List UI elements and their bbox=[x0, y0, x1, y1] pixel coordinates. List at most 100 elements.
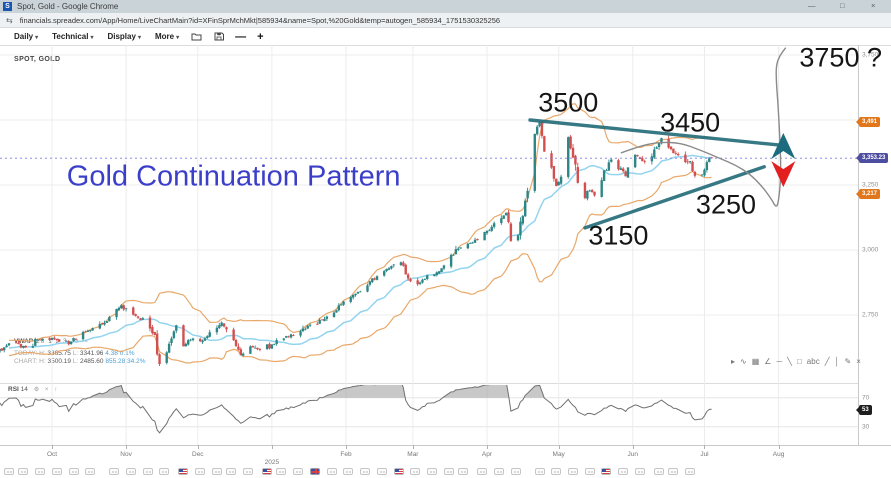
address-bar[interactable]: ⇆ financials.spreadex.com/App/Home/LiveC… bbox=[0, 13, 891, 28]
calendar-event-icon[interactable] bbox=[195, 468, 206, 475]
calendar-event-icon[interactable] bbox=[668, 468, 679, 475]
move-pane-up-icon[interactable]: ↑ bbox=[54, 387, 58, 393]
calendar-event-icon[interactable] bbox=[68, 468, 79, 475]
calendar-event-icon[interactable] bbox=[685, 468, 696, 475]
draw-tool-7[interactable]: abc bbox=[806, 357, 820, 366]
zoom-in-button[interactable]: + bbox=[257, 30, 264, 43]
price-badge: 3,491 bbox=[855, 117, 881, 128]
url-text[interactable]: financials.spreadex.com/App/Home/LiveCha… bbox=[19, 15, 501, 25]
us-flag-icon[interactable] bbox=[393, 468, 404, 475]
save-icon[interactable] bbox=[214, 32, 225, 41]
up-arrow bbox=[771, 133, 796, 159]
price-badge: 3,353.23 bbox=[855, 153, 889, 164]
close-button[interactable]: × bbox=[871, 1, 876, 10]
rsi-legend[interactable]: RSI 14 ⚙ × ↑ bbox=[8, 386, 58, 393]
draw-tool-5[interactable]: ╲ bbox=[787, 357, 792, 366]
candlestick-chart[interactable] bbox=[0, 45, 891, 478]
calendar-event-icon[interactable] bbox=[427, 468, 437, 475]
calendar-event-icon[interactable] bbox=[142, 468, 153, 475]
draw-tool-2[interactable]: ▦ bbox=[751, 357, 760, 366]
instrument-label: SPOT, GOLD bbox=[14, 56, 61, 63]
draw-tool-9[interactable]: │ bbox=[834, 357, 840, 366]
calendar-event-icon[interactable] bbox=[109, 468, 120, 475]
time-axis-tick bbox=[778, 445, 780, 449]
rsi-line bbox=[0, 385, 712, 434]
calendar-event-icon[interactable] bbox=[18, 468, 29, 475]
calendar-event-icon[interactable] bbox=[326, 468, 337, 475]
chevron-down-icon: ▾ bbox=[35, 35, 39, 41]
calendar-event-icon[interactable] bbox=[159, 468, 170, 475]
menu-more[interactable]: More ▾ bbox=[154, 32, 180, 41]
draw-tool-3[interactable]: ∠ bbox=[764, 357, 772, 366]
annotation-pattern-title: Gold Continuation Pattern bbox=[66, 160, 401, 193]
draw-tool-8[interactable]: ╱ bbox=[824, 357, 830, 366]
time-axis-tick bbox=[486, 445, 488, 449]
moving-average bbox=[8, 154, 712, 349]
chevron-down-icon: ▾ bbox=[90, 35, 94, 41]
draw-tool-0[interactable]: ▸ bbox=[731, 357, 736, 366]
calendar-event-icon[interactable] bbox=[551, 468, 562, 475]
time-axis-line bbox=[0, 445, 891, 446]
calendar-event-icon[interactable] bbox=[360, 468, 371, 475]
zoom-out-button[interactable]: — bbox=[235, 30, 247, 43]
calendar-event-icon[interactable] bbox=[211, 468, 222, 475]
calendar-event-icon[interactable] bbox=[618, 468, 629, 475]
draw-tool-1[interactable]: ∿ bbox=[740, 357, 747, 366]
calendar-event-icon[interactable] bbox=[3, 468, 14, 475]
minimize-button[interactable]: — bbox=[808, 1, 816, 10]
calendar-event-icon[interactable] bbox=[242, 468, 253, 475]
calendar-event-icon[interactable] bbox=[125, 468, 136, 475]
maximize-button[interactable]: □ bbox=[840, 1, 845, 10]
open-folder-icon[interactable] bbox=[191, 32, 202, 41]
calendar-event-icon[interactable] bbox=[477, 468, 488, 475]
calendar-event-icon[interactable] bbox=[568, 468, 579, 475]
price-tick-label: 3,000 bbox=[862, 246, 879, 254]
calendar-event-icon[interactable] bbox=[226, 468, 237, 475]
calendar-event-icon[interactable] bbox=[410, 468, 421, 475]
calendar-event-icon[interactable] bbox=[534, 468, 545, 475]
month-label: Jul bbox=[700, 451, 709, 458]
menu-technical[interactable]: Technical ▾ bbox=[52, 32, 94, 41]
draw-tool-6[interactable]: □ bbox=[796, 357, 802, 366]
time-axis-tick bbox=[632, 445, 634, 449]
chevron-down-icon: ▾ bbox=[176, 35, 180, 41]
calendar-event-icon[interactable] bbox=[35, 468, 46, 475]
calendar-event-icon[interactable] bbox=[458, 468, 469, 475]
calendar-event-icon[interactable] bbox=[654, 468, 665, 475]
calendar-event-icon[interactable] bbox=[584, 468, 595, 475]
calendar-event-icon[interactable] bbox=[443, 468, 454, 475]
draw-tool-11[interactable]: × bbox=[856, 357, 861, 366]
month-label: Feb bbox=[340, 451, 352, 458]
calendar-event-icon[interactable] bbox=[343, 468, 354, 475]
calendar-event-icon[interactable] bbox=[51, 468, 62, 475]
month-label: Mar bbox=[407, 451, 419, 458]
calendar-event-icon[interactable] bbox=[634, 468, 645, 475]
time-axis-tick bbox=[126, 445, 128, 449]
calendar-event-icon[interactable] bbox=[376, 468, 387, 475]
gear-icon[interactable]: ⚙ bbox=[33, 387, 40, 393]
remove-indicator-icon[interactable]: × bbox=[44, 387, 49, 393]
trendline-lower bbox=[583, 165, 766, 230]
price-badge: 3,217 bbox=[855, 188, 881, 199]
pane-divider[interactable] bbox=[0, 383, 858, 384]
calendar-event-icon[interactable] bbox=[493, 468, 504, 475]
time-axis-tick bbox=[52, 445, 53, 449]
bollinger-lower bbox=[8, 170, 712, 364]
tab-switch-icon[interactable]: ⇆ bbox=[6, 15, 13, 25]
site-favicon: S bbox=[3, 2, 12, 11]
draw-tool-4[interactable]: ─ bbox=[776, 357, 783, 366]
draw-tool-10[interactable]: ✎ bbox=[844, 357, 852, 366]
us-flag-icon[interactable] bbox=[262, 468, 273, 475]
calendar-event-icon[interactable] bbox=[293, 468, 304, 475]
menu-daily[interactable]: Daily ▾ bbox=[14, 32, 39, 41]
menu-display[interactable]: Display ▾ bbox=[107, 32, 141, 41]
us-flag-icon[interactable] bbox=[178, 468, 189, 475]
calendar-event-icon[interactable] bbox=[85, 468, 96, 475]
remove-indicator-icon[interactable]: × bbox=[84, 339, 89, 345]
drawing-toolbar: ▸ ∿ ▦ ∠ ─ ╲ □ abc ╱ │ ✎ × bbox=[731, 357, 861, 367]
calendar-event-icon[interactable] bbox=[510, 468, 521, 475]
price-tick-label: 2,750 bbox=[862, 311, 879, 319]
calendar-event-icon[interactable] bbox=[276, 468, 287, 475]
uk-flag-icon[interactable] bbox=[309, 468, 320, 475]
us-flag-icon[interactable] bbox=[601, 468, 612, 475]
